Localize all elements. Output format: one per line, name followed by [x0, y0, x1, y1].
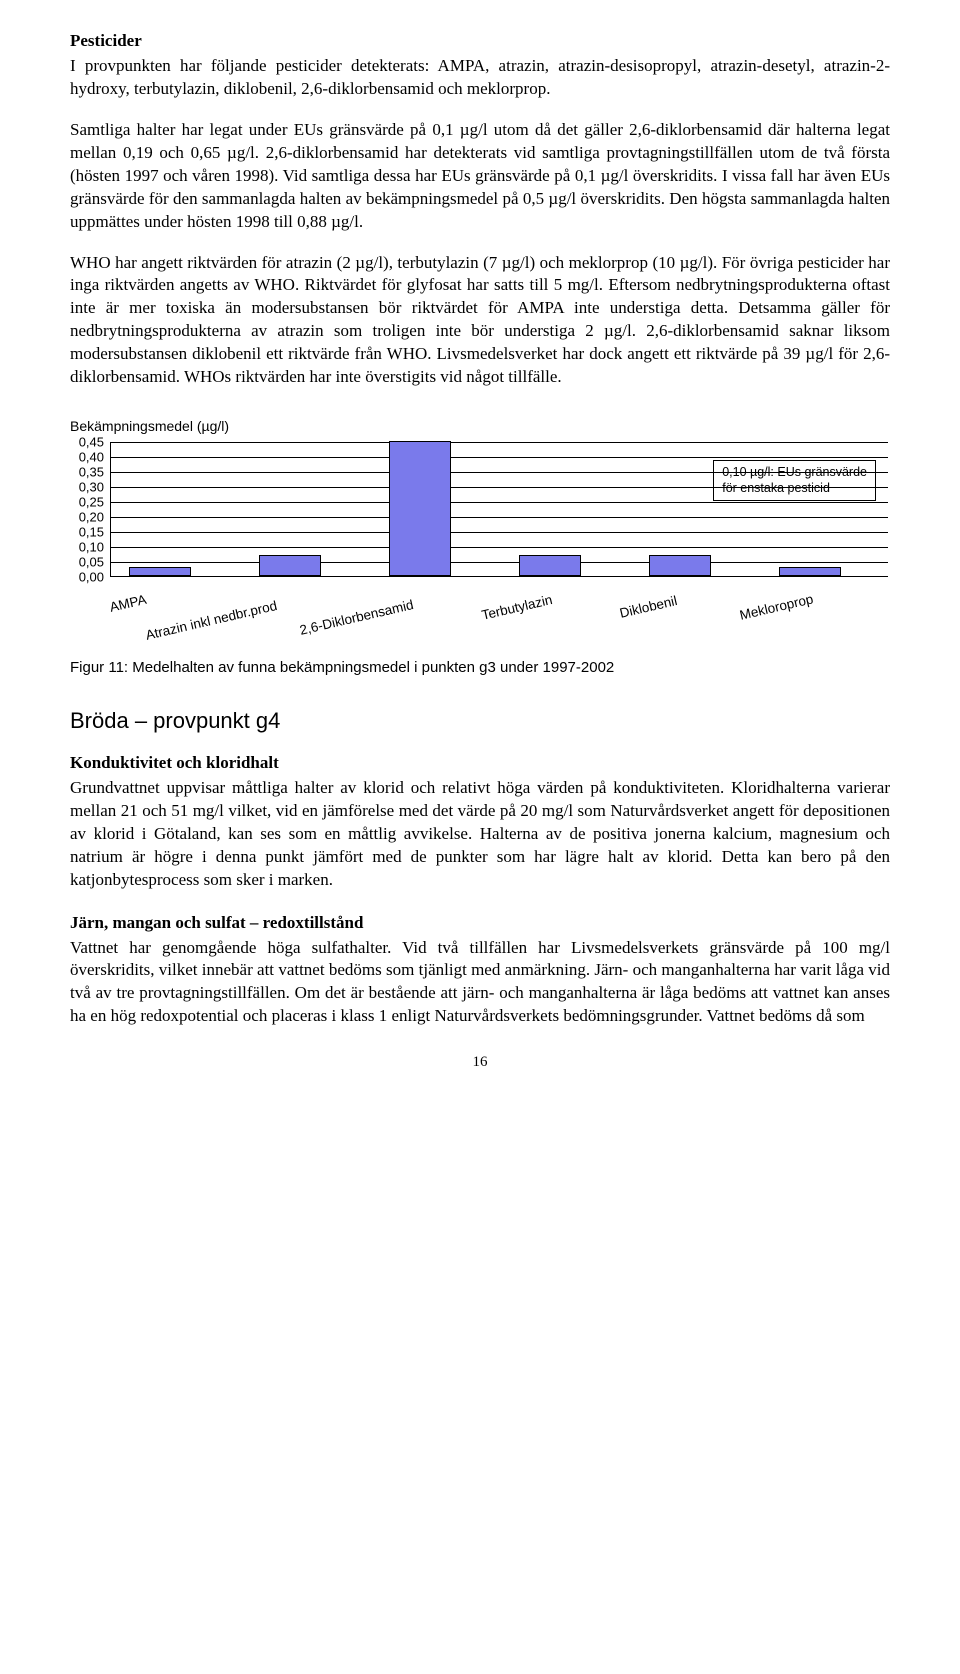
jarn-heading: Järn, mangan och sulfat – redoxtillstånd — [70, 912, 890, 935]
y-tick-label: 0,10 — [79, 541, 104, 554]
chart-bar — [389, 441, 451, 576]
chart-legend: 0,10 µg/l: EUs gränsvärde för enstaka pe… — [713, 460, 876, 501]
section-broda-title: Bröda – provpunkt g4 — [70, 706, 890, 736]
chart-bar — [259, 555, 321, 576]
legend-line-2: för enstaka pesticid — [722, 481, 867, 497]
x-axis-labels: AMPAAtrazin inkl nedbr.prod 2,6-Diklorben… — [110, 577, 888, 647]
pesticide-bar-chart: 0,450,400,350,300,250,200,150,100,050,00… — [70, 442, 890, 652]
x-tick-label: Diklobenil — [618, 592, 679, 623]
pesticider-heading: Pesticider — [70, 30, 890, 53]
x-tick-label: Mekloroprop — [738, 590, 815, 625]
chart-plot-area: 0,10 µg/l: EUs gränsvärde för enstaka pe… — [110, 442, 888, 577]
chart-title: Bekämpningsmedel (µg/l) — [70, 417, 890, 436]
y-tick-label: 0,15 — [79, 526, 104, 539]
y-tick-label: 0,25 — [79, 496, 104, 509]
chart-bar — [519, 555, 581, 576]
x-tick-label: 2,6-Diklorbensamid — [298, 596, 415, 640]
paragraph-5: Vattnet har genomgående höga sulfathalte… — [70, 937, 890, 1029]
chart-bar — [129, 567, 191, 576]
figure-caption: Figur 11: Medelhalten av funna bekämpnin… — [70, 658, 890, 678]
chart-bar — [649, 555, 711, 576]
paragraph-4: Grundvattnet uppvisar måttliga halter av… — [70, 777, 890, 892]
y-tick-label: 0,00 — [79, 571, 104, 584]
paragraph-2: Samtliga halter har legat under EUs grän… — [70, 119, 890, 234]
x-tick-label: AMPA — [108, 591, 148, 617]
y-tick-label: 0,30 — [79, 481, 104, 494]
paragraph-1: I provpunkten har följande pesticider de… — [70, 55, 890, 101]
x-tick-label: Atrazin inkl nedbr.prod — [144, 597, 279, 645]
y-tick-label: 0,05 — [79, 556, 104, 569]
konduktivitet-heading: Konduktivitet och kloridhalt — [70, 752, 890, 775]
chart-bar — [779, 567, 841, 576]
paragraph-3: WHO har angett riktvärden för atrazin (2… — [70, 252, 890, 390]
y-tick-label: 0,45 — [79, 436, 104, 449]
x-tick-label: Terbutylazin — [480, 591, 554, 625]
y-tick-label: 0,20 — [79, 511, 104, 524]
page-number: 16 — [70, 1052, 890, 1072]
y-tick-label: 0,40 — [79, 451, 104, 464]
y-tick-label: 0,35 — [79, 466, 104, 479]
